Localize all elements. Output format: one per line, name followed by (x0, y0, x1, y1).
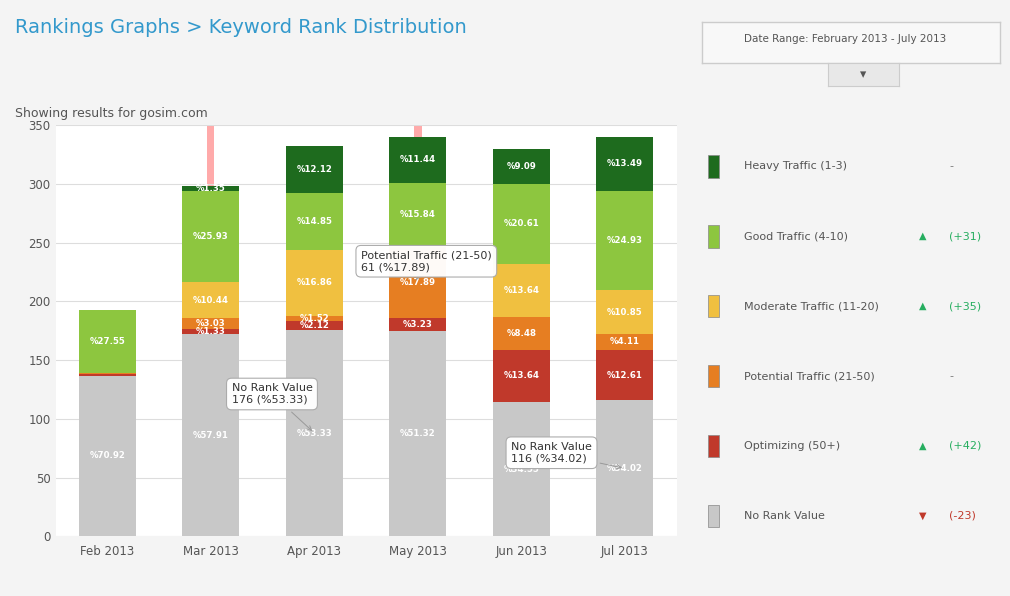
Bar (493, 349, 549, 402)
Text: %8.48: %8.48 (506, 328, 536, 337)
Text: ▾: ▾ (861, 68, 867, 81)
Text: Moderate Traffic (11-20): Moderate Traffic (11-20) (743, 301, 879, 311)
Text: ▲: ▲ (919, 441, 927, 451)
Bar (79, 311, 135, 372)
Bar (597, 401, 653, 536)
Text: %13.64: %13.64 (503, 285, 539, 295)
Text: %57.91: %57.91 (193, 430, 229, 439)
Text: %27.55: %27.55 (90, 337, 125, 346)
Text: No Rank Value
176 (%53.33): No Rank Value 176 (%53.33) (231, 383, 312, 430)
Text: No Rank Value
116 (%34.02): No Rank Value 116 (%34.02) (511, 442, 621, 469)
Text: %20.61: %20.61 (504, 219, 539, 228)
Text: Rankings Graphs > Keyword Rank Distribution: Rankings Graphs > Keyword Rank Distribut… (15, 18, 467, 37)
FancyBboxPatch shape (708, 434, 718, 457)
Text: %12.61: %12.61 (607, 371, 643, 380)
Text: %10.44: %10.44 (193, 296, 229, 305)
Text: %1.35: %1.35 (196, 184, 225, 193)
Text: %70.92: %70.92 (89, 452, 125, 461)
Bar (79, 372, 135, 374)
Text: -: - (949, 371, 953, 381)
Bar (286, 315, 342, 321)
Bar (390, 331, 446, 536)
Text: %16.86: %16.86 (296, 278, 332, 287)
Bar (597, 334, 653, 350)
Text: (+42): (+42) (949, 441, 982, 451)
Bar (79, 374, 135, 375)
Text: -: - (949, 162, 953, 171)
Bar (286, 145, 342, 193)
Text: %53.33: %53.33 (297, 429, 332, 437)
Bar (183, 187, 239, 191)
Text: %13.49: %13.49 (607, 159, 643, 168)
Bar (390, 247, 446, 318)
Text: ▼: ▼ (919, 511, 927, 521)
Text: ▲: ▲ (919, 231, 927, 241)
Bar (597, 350, 653, 401)
Text: %10.85: %10.85 (607, 308, 642, 316)
Text: %11.44: %11.44 (400, 155, 436, 164)
Text: Potential Traffic (21-50)
61 (%17.89): Potential Traffic (21-50) 61 (%17.89) (361, 250, 492, 280)
Text: %1.52: %1.52 (300, 314, 329, 323)
FancyBboxPatch shape (708, 365, 718, 387)
Text: %3.23: %3.23 (403, 321, 433, 330)
Text: %12.12: %12.12 (296, 164, 332, 173)
Bar (414, 125, 421, 536)
Text: %34.55: %34.55 (504, 465, 539, 474)
FancyBboxPatch shape (708, 225, 718, 247)
Text: %1.33: %1.33 (196, 327, 226, 336)
Bar (597, 137, 653, 191)
Bar (183, 334, 239, 536)
Text: (+31): (+31) (949, 231, 982, 241)
FancyBboxPatch shape (708, 295, 718, 318)
FancyBboxPatch shape (708, 155, 718, 178)
Text: %17.89: %17.89 (400, 278, 436, 287)
Text: %3.03: %3.03 (196, 319, 225, 328)
Text: No Rank Value: No Rank Value (743, 511, 824, 521)
Text: %25.93: %25.93 (193, 232, 228, 241)
Bar (493, 148, 549, 184)
Bar (493, 184, 549, 264)
Bar (286, 193, 342, 250)
Bar (183, 318, 239, 329)
Text: Good Traffic (4-10): Good Traffic (4-10) (743, 231, 847, 241)
Bar (597, 290, 653, 334)
Text: %4.11: %4.11 (610, 337, 640, 346)
Text: %34.02: %34.02 (607, 464, 643, 473)
Text: %13.64: %13.64 (503, 371, 539, 380)
Text: (+35): (+35) (949, 301, 982, 311)
Text: Heavy Traffic (1-3): Heavy Traffic (1-3) (743, 162, 846, 171)
Bar (183, 191, 239, 282)
Bar (390, 246, 446, 247)
Text: ▲: ▲ (919, 301, 927, 311)
Bar (207, 125, 214, 536)
Text: %51.32: %51.32 (400, 429, 435, 439)
Bar (286, 250, 342, 315)
Bar (493, 316, 549, 349)
Bar (493, 264, 549, 316)
FancyBboxPatch shape (708, 505, 718, 527)
Text: Potential Traffic (21-50): Potential Traffic (21-50) (743, 371, 875, 381)
Bar (390, 318, 446, 331)
Bar (183, 282, 239, 318)
Bar (286, 330, 342, 536)
Text: Optimizing (50+): Optimizing (50+) (743, 441, 839, 451)
Text: %14.85: %14.85 (296, 217, 332, 226)
Text: Showing results for gosim.com: Showing results for gosim.com (15, 107, 208, 120)
Bar (390, 182, 446, 246)
Bar (493, 402, 549, 536)
Bar (183, 329, 239, 334)
Bar (286, 321, 342, 330)
Bar (390, 137, 446, 182)
Text: %15.84: %15.84 (400, 210, 436, 219)
Text: %9.09: %9.09 (507, 162, 536, 170)
Text: %24.93: %24.93 (607, 236, 643, 245)
Text: (-23): (-23) (949, 511, 976, 521)
Bar (79, 375, 135, 536)
Bar (597, 191, 653, 290)
Text: %2.12: %2.12 (299, 321, 329, 330)
Text: Date Range: February 2013 - July 2013: Date Range: February 2013 - July 2013 (743, 34, 946, 44)
